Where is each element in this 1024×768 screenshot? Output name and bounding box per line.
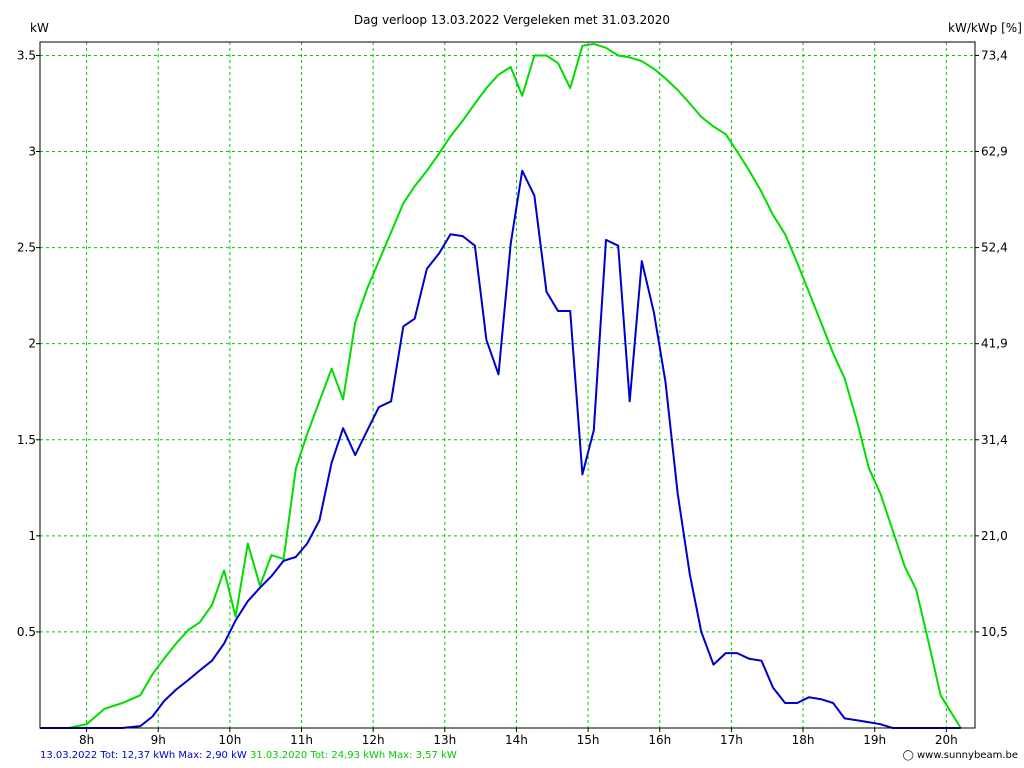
y-tick-label-left: 3.5 — [17, 48, 36, 62]
y-tick-label-right: 41,9 — [981, 337, 1008, 351]
x-tick-label: 13h — [433, 733, 456, 747]
legend-series-2: 31.03.2020 Tot: 24,93 kWh Max: 3,57 kW — [249, 750, 457, 761]
footer-credit: ◯ www.sunnybeam.be — [903, 750, 1018, 761]
y-tick-label-left: 1 — [28, 529, 36, 543]
y-tick-label-left: 0.5 — [17, 625, 36, 639]
y-axis-left-ticks: 0.5 1 1.5 2 2.5 3 3.5 — [17, 48, 40, 639]
x-tick-label: 16h — [648, 733, 671, 747]
footer-legend: 13.03.2022 Tot: 12,37 kWh Max: 2,90 kW 3… — [40, 750, 457, 761]
y-tick-label-left: 2 — [28, 337, 36, 351]
x-tick-label: 14h — [505, 733, 528, 747]
series-group — [40, 42, 962, 729]
y-tick-label-right: 52,4 — [981, 241, 1008, 255]
x-tick-label: 8h — [79, 733, 94, 747]
x-tick-label: 10h — [218, 733, 241, 747]
series-line-13-03-2022 — [40, 169, 961, 729]
grid-lines — [40, 42, 975, 728]
y-tick-label-left: 2.5 — [17, 241, 36, 255]
y-tick-label-right: 21,0 — [981, 529, 1008, 543]
x-tick-label: 19h — [863, 733, 886, 747]
legend-series-1: 13.03.2022 Tot: 12,37 kWh Max: 2,90 kW — [40, 750, 247, 761]
y-tick-label-right: 31,4 — [981, 433, 1008, 447]
y-tick-label-left: 3 — [28, 145, 36, 159]
y-tick-label-left: 1.5 — [17, 433, 36, 447]
y-axis-right-label: kW/kWp [%] — [948, 21, 1022, 35]
x-tick-label: 18h — [792, 733, 815, 747]
x-axis-ticks: 8h 9h 10h 11h 12h 13h 14h 15h 16h 17h 18h 19h 20h — [79, 728, 958, 747]
y-axis-left-label: kW — [30, 21, 49, 35]
y-axis-right-ticks: 10,5 21,0 31,4 41,9 52,4 62,9 73,4 — [975, 48, 1008, 639]
x-tick-label: 9h — [151, 733, 166, 747]
plot-frame — [39, 41, 976, 729]
globe-icon: ◯ — [902, 750, 914, 761]
x-tick-label: 15h — [577, 733, 600, 747]
x-tick-label: 12h — [362, 733, 385, 747]
credit-text: www.sunnybeam.be — [917, 750, 1018, 761]
y-tick-label-right: 73,4 — [981, 48, 1008, 62]
chart-title: Dag verloop 13.03.2022 Vergeleken met 31… — [354, 13, 670, 27]
x-tick-label: 11h — [290, 733, 313, 747]
x-tick-label: 17h — [720, 733, 743, 747]
y-tick-label-right: 62,9 — [981, 145, 1008, 159]
y-tick-label-right: 10,5 — [981, 625, 1008, 639]
x-tick-label: 20h — [935, 733, 958, 747]
series-line-31-03-2020 — [40, 42, 962, 729]
